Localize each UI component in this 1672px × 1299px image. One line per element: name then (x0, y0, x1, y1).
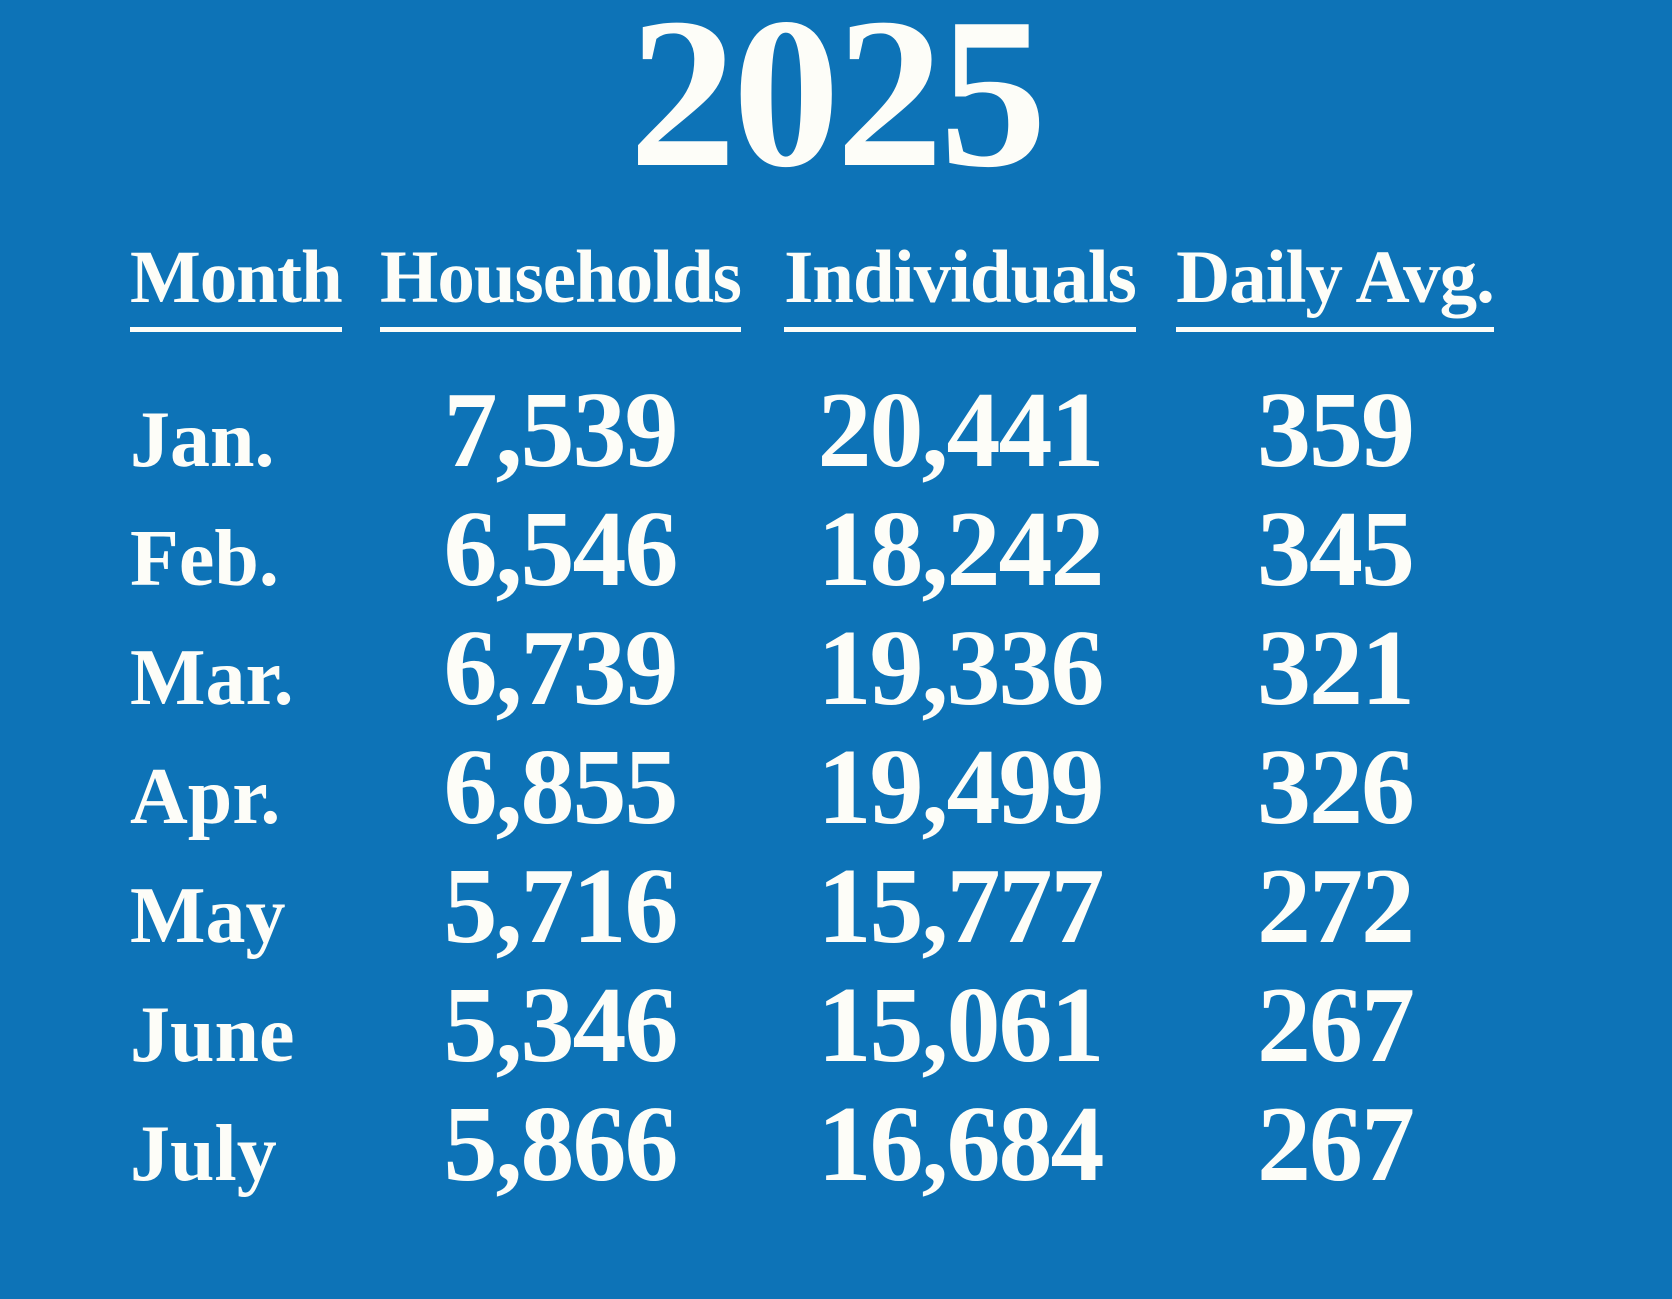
table-row: June 5,346 15,061 267 (130, 972, 1632, 1091)
month-cell: June (130, 991, 295, 1079)
month-cell: Jan. (130, 396, 275, 484)
daily-avg-cell: 321 (1257, 609, 1415, 728)
month-cell: Feb. (130, 515, 279, 603)
daily-avg-cell: 359 (1257, 371, 1415, 490)
daily-avg-cell: 345 (1257, 490, 1415, 609)
month-cell: Apr. (130, 753, 281, 841)
households-cell: 6,739 (443, 609, 679, 728)
households-cell: 6,855 (443, 728, 679, 847)
individuals-cell: 15,777 (817, 847, 1105, 966)
column-header-daily-avg-cell: Daily Avg. (1170, 240, 1500, 332)
daily-avg-cell: 326 (1257, 728, 1415, 847)
individuals-cell: 16,684 (817, 1085, 1105, 1204)
daily-avg-cell: 267 (1257, 966, 1415, 1085)
households-cell: 5,716 (443, 847, 679, 966)
month-cell: July (130, 1110, 277, 1198)
individuals-cell: 15,061 (817, 966, 1105, 1085)
column-header-households: Households (380, 240, 742, 332)
table-row: Jan. 7,539 20,441 359 (130, 377, 1632, 496)
individuals-cell: 20,441 (817, 371, 1105, 490)
table-row: July 5,866 16,684 267 (130, 1091, 1632, 1210)
households-cell: 5,346 (443, 966, 679, 1085)
individuals-cell: 19,499 (817, 728, 1105, 847)
page-title: 2025 (629, 0, 1047, 212)
column-header-households-cell: Households (380, 240, 742, 332)
individuals-cell: 19,336 (817, 609, 1105, 728)
daily-avg-cell: 272 (1257, 847, 1415, 966)
table-row: Mar. 6,739 19,336 321 (130, 615, 1632, 734)
table-row: Feb. 6,546 18,242 345 (130, 496, 1632, 615)
column-header-individuals-cell: Individuals (750, 240, 1170, 332)
column-header-daily-avg: Daily Avg. (1176, 240, 1495, 332)
households-cell: 5,866 (443, 1085, 679, 1204)
column-header-individuals: Individuals (784, 240, 1137, 332)
table-header-row: Month Households Individuals Daily Avg. (130, 240, 1632, 332)
table-row: Apr. 6,855 19,499 326 (130, 734, 1632, 853)
households-cell: 6,546 (443, 490, 679, 609)
month-cell: Mar. (130, 634, 294, 722)
daily-avg-cell: 267 (1257, 1085, 1415, 1204)
month-cell: May (130, 872, 286, 960)
column-header-month: Month (130, 240, 343, 332)
column-header-month-cell: Month (130, 240, 380, 332)
table-row: May 5,716 15,777 272 (130, 853, 1632, 972)
individuals-cell: 18,242 (817, 490, 1105, 609)
households-cell: 7,539 (443, 371, 679, 490)
data-table: Month Households Individuals Daily Avg. … (0, 240, 1672, 1210)
